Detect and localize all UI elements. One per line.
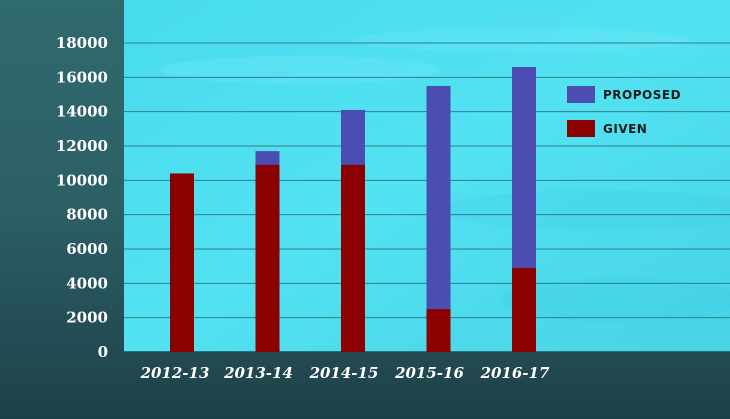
- legend-swatch: [567, 86, 595, 103]
- legend: PROPOSED GIVEN: [567, 86, 681, 137]
- y-tick-label: 4000: [66, 274, 108, 292]
- x-axis-ticks: 2012-13 2013-14 2014-15 2015-16 2016-17: [140, 364, 550, 382]
- legend-label: GIVEN: [603, 122, 647, 136]
- y-tick-label: 10000: [56, 171, 108, 189]
- bars: [170, 67, 536, 353]
- x-tick-label: 2014-15: [309, 364, 379, 382]
- cloud-streak: [350, 28, 690, 52]
- y-axis-ticks: 0 2000 4000 6000 8000 10000 12000 14000 16000 180…: [56, 34, 108, 361]
- bar-given: [170, 173, 194, 352]
- bar-proposed: [426, 85, 451, 353]
- legend-swatch: [567, 120, 595, 137]
- y-tick-label: 12000: [56, 137, 108, 155]
- legend-label: PROPOSED: [603, 88, 681, 102]
- y-tick-label: 8000: [66, 206, 108, 224]
- cloud-streak: [500, 278, 730, 322]
- x-tick-label: 2012-13: [140, 364, 210, 382]
- cloud-streak: [160, 56, 440, 84]
- bar-given: [255, 164, 280, 352]
- y-tick-label: 14000: [56, 103, 108, 121]
- bar-given: [426, 309, 451, 352]
- y-tick-label: 6000: [66, 240, 108, 258]
- x-tick-label: 2013-14: [223, 364, 293, 382]
- x-tick-label: 2016-17: [480, 364, 550, 382]
- y-tick-label: 18000: [56, 34, 108, 52]
- y-tick-label: 0: [98, 343, 108, 361]
- y-tick-label: 2000: [66, 309, 108, 327]
- y-tick-label: 16000: [56, 68, 108, 86]
- bar-given: [341, 164, 365, 352]
- bar-given: [512, 267, 536, 352]
- x-tick-label: 2015-16: [394, 364, 464, 382]
